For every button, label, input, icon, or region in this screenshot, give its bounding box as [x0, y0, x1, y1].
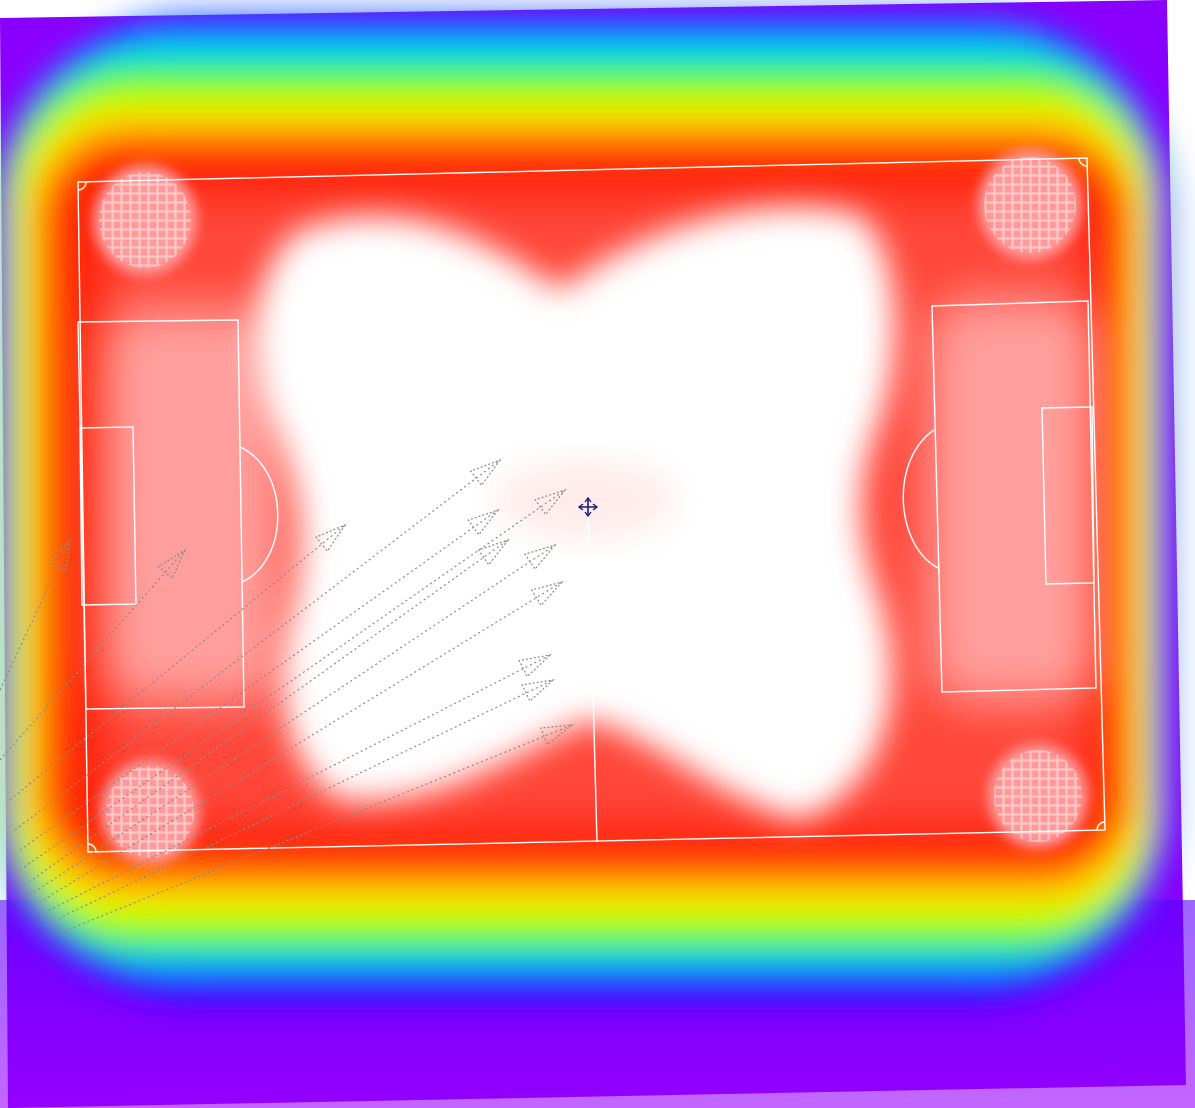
- left-penalty-arc: [239, 446, 279, 583]
- pass-arrow-head: [469, 458, 502, 487]
- left-penalty-area: [77, 319, 245, 710]
- pass-arrow-line: [0, 549, 186, 761]
- corner-arc-tl: [77, 181, 87, 191]
- crosshair-icon: [577, 496, 599, 518]
- right-penalty-area: [931, 300, 1097, 693]
- pass-arrow-line: [19, 489, 566, 871]
- corner-arc-bl: [87, 843, 97, 853]
- pass-arrow-head: [477, 538, 510, 566]
- pass-arrow-head: [530, 580, 564, 607]
- left-goal-area: [79, 426, 137, 606]
- pass-arrows: [0, 458, 574, 936]
- pass-arrow-head: [157, 548, 187, 580]
- pass-arrow-line: [39, 654, 551, 916]
- pass-arrow-line: [14, 459, 501, 831]
- right-goal-area: [1041, 406, 1095, 585]
- pass-arrow-line: [29, 544, 556, 896]
- right-penalty-arc: [902, 429, 939, 569]
- pass-arrow-head: [534, 488, 567, 516]
- pitch-lines: [77, 157, 1106, 853]
- pass-arrow-head: [539, 724, 574, 746]
- pass-arrow-line: [44, 679, 554, 926]
- pass-arrow-head: [467, 508, 500, 536]
- corner-arc-br: [1096, 821, 1106, 831]
- corner-arc-tr: [1078, 157, 1088, 167]
- pass-arrow-line: [24, 539, 509, 886]
- pass-arrow-head: [518, 654, 552, 678]
- pass-arrow-line: [54, 724, 573, 936]
- pass-arrow-head: [521, 679, 555, 703]
- pass-arrow-head: [524, 543, 557, 571]
- pass-arrow-line: [34, 581, 563, 906]
- pass-arrow-head: [48, 538, 71, 572]
- pass-arrow-head: [315, 523, 347, 553]
- corner-hotspots: [93, 150, 1088, 864]
- halfway-line: [587, 504, 598, 843]
- pass-arrow-line: [9, 524, 346, 801]
